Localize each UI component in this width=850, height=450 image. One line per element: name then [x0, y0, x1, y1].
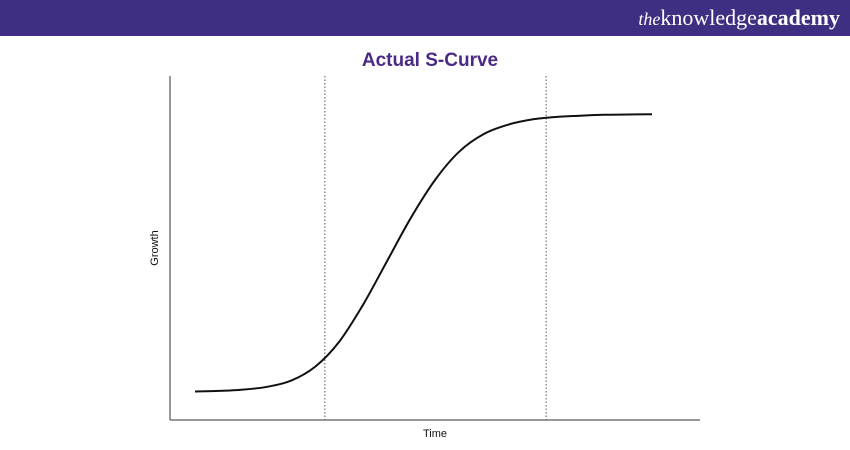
brand-prefix: the [638, 9, 661, 29]
brand-bold: academy [756, 5, 840, 30]
header-bar: theknowledgeacademy [0, 0, 850, 36]
brand-main: knowledge [660, 5, 757, 30]
brand-logo: theknowledgeacademy [638, 5, 840, 32]
reference-lines [324, 76, 547, 420]
x-axis-label: Time [423, 428, 447, 440]
y-axis-label: Growth [149, 230, 161, 265]
chart-title: Actual S-Curve [361, 50, 499, 71]
s-curve-line [194, 113, 653, 393]
